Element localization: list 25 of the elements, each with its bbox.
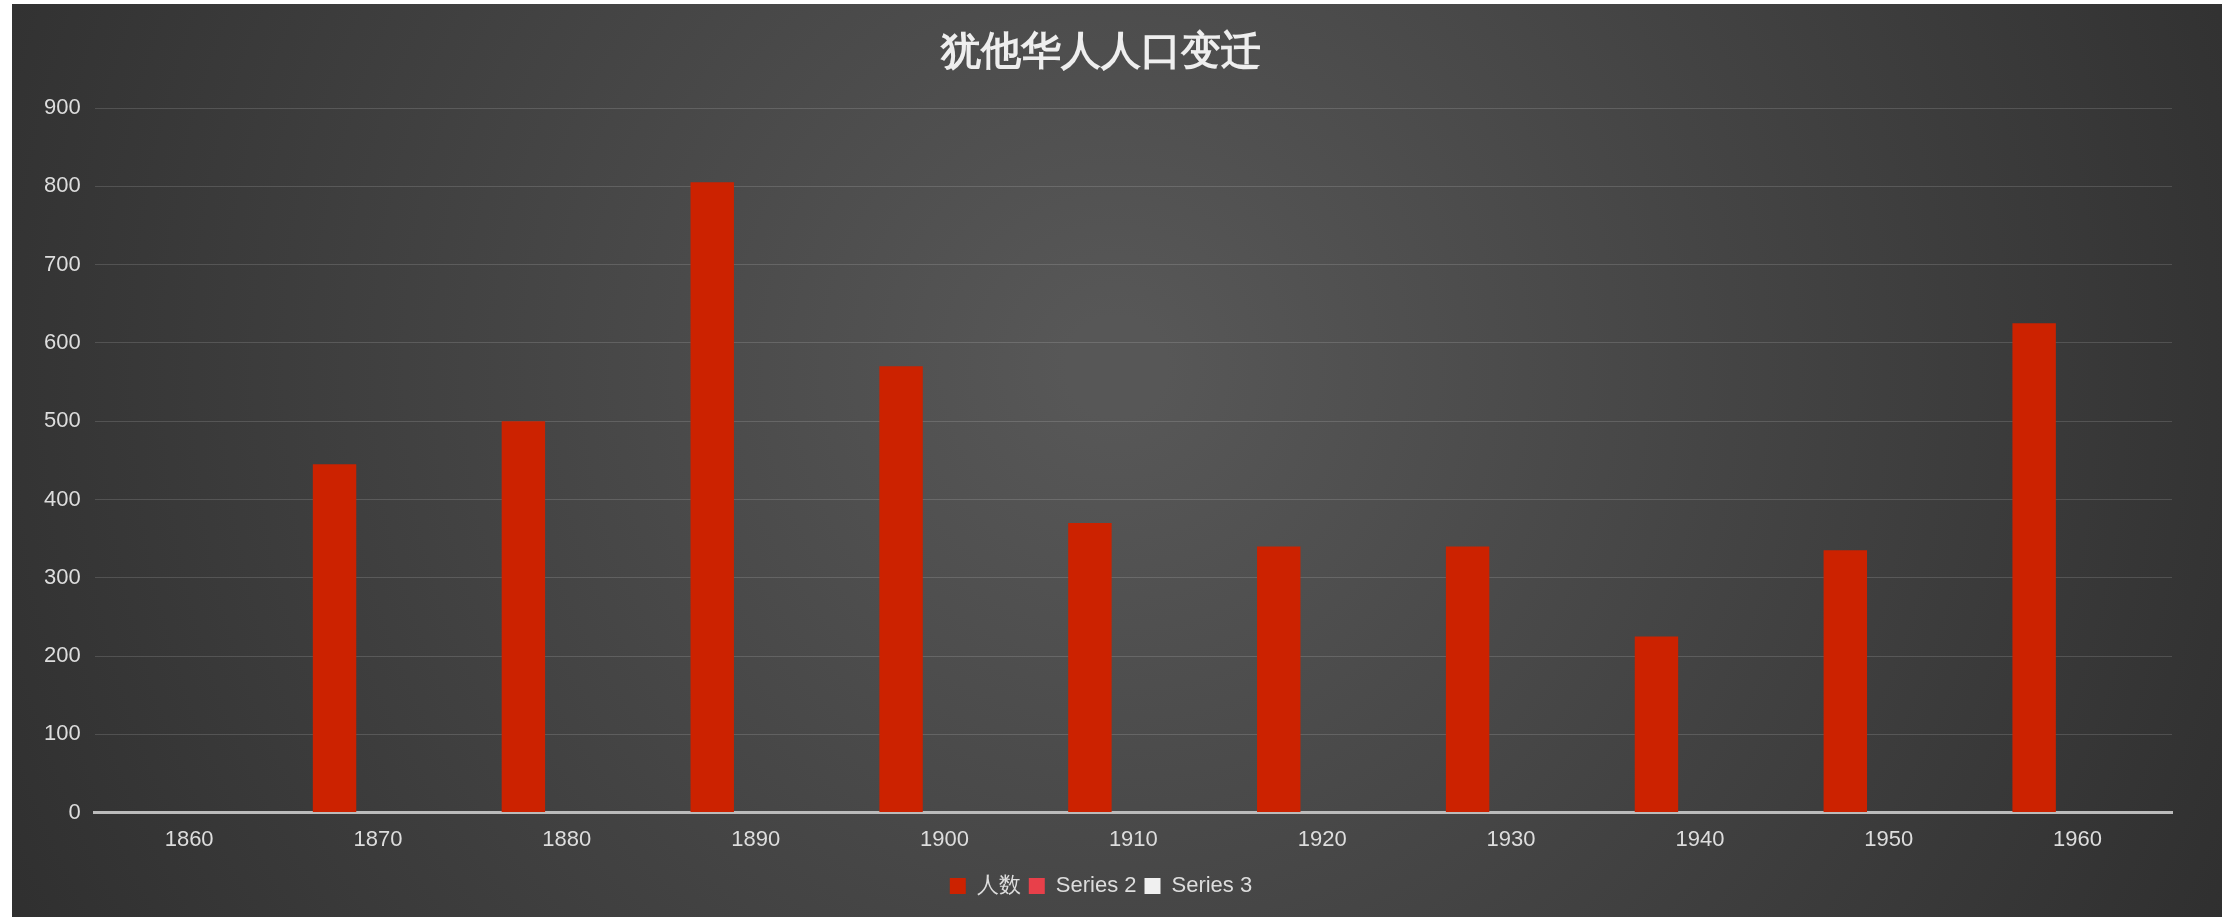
y-tick-label: 200 bbox=[43, 642, 81, 668]
y-tick-label: 500 bbox=[43, 407, 81, 433]
x-tick-label: 1960 bbox=[2053, 825, 2103, 851]
x-tick-label: 1860 bbox=[164, 825, 214, 851]
x-tick-label: 1870 bbox=[353, 825, 403, 851]
y-tick-label: 900 bbox=[43, 94, 81, 120]
x-tick-label: 1920 bbox=[1297, 825, 1347, 851]
legend-label: 人数 bbox=[976, 872, 1021, 898]
x-tick-label: 1880 bbox=[542, 825, 592, 851]
x-tick-label: 1890 bbox=[731, 825, 781, 851]
x-tick-label: 1900 bbox=[920, 825, 969, 851]
x-tick-label: 1930 bbox=[1486, 825, 1536, 851]
legend-label: Series 3 bbox=[1171, 872, 1253, 898]
y-tick-label: 400 bbox=[43, 485, 81, 511]
x-tick-label: 1950 bbox=[1864, 825, 1914, 851]
y-tick-label: 300 bbox=[43, 563, 81, 589]
legend-label: Series 2 bbox=[1055, 872, 1137, 898]
y-tick-label: 600 bbox=[43, 328, 81, 354]
y-tick-label: 800 bbox=[43, 172, 81, 198]
y-tick-label: 0 bbox=[68, 798, 81, 824]
x-tick-label: 1940 bbox=[1675, 825, 1725, 851]
y-tick-label: 700 bbox=[43, 250, 81, 276]
chart-title: 犹他华人人口变迁 bbox=[940, 28, 1261, 74]
y-tick-label: 100 bbox=[43, 720, 81, 746]
x-tick-label: 1910 bbox=[1108, 825, 1158, 851]
